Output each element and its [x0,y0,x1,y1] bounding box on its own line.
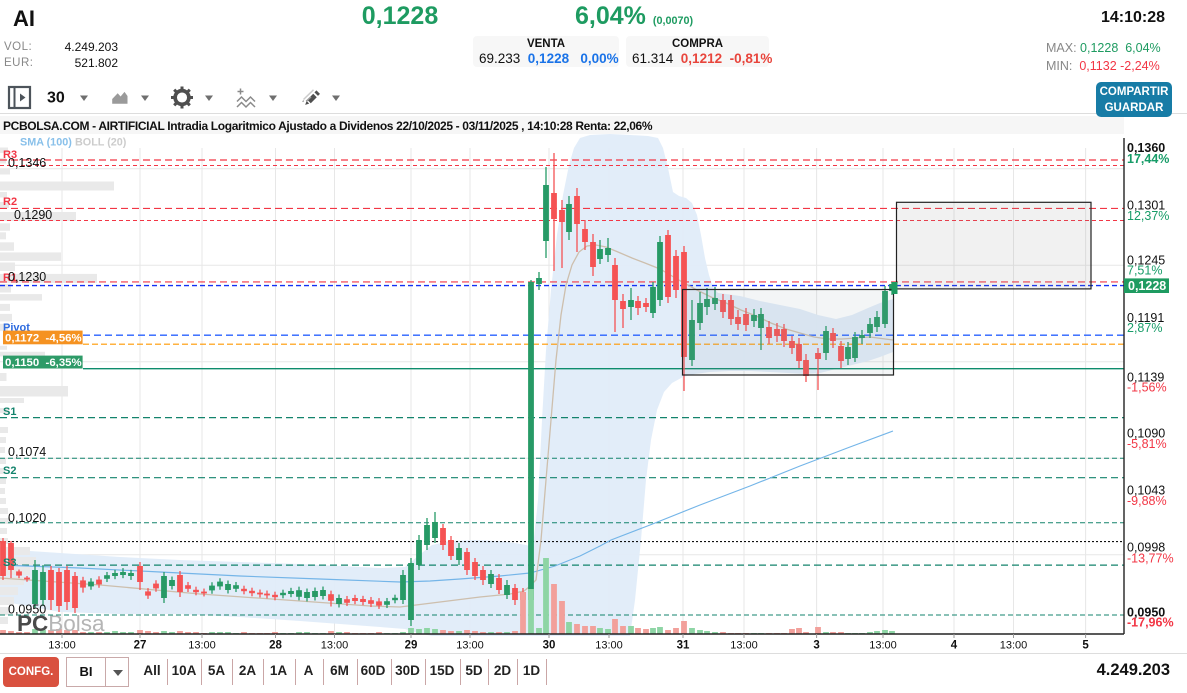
svg-text:-13,77%: -13,77% [1127,551,1174,565]
svg-text:SMA (100): SMA (100) [20,137,72,149]
svg-text:R1: R1 [3,272,17,284]
svg-text:-5,81%: -5,81% [1127,437,1167,451]
svg-text:0,0950: 0,0950 [8,603,46,617]
svg-text:30: 30 [47,90,65,107]
svg-text:13:00: 13:00 [321,640,349,652]
svg-text:0,1230: 0,1230 [8,270,46,284]
svg-text:0,1301: 0,1301 [1127,198,1165,212]
svg-text:13:00: 13:00 [869,640,897,652]
svg-text:2,87%: 2,87% [1127,321,1162,335]
svg-text:0,1172 -4,56%: 0,1172 -4,56% [5,332,82,344]
svg-text:31: 31 [677,640,690,652]
svg-text:0,1245: 0,1245 [1127,254,1165,268]
svg-text:0,1228: 0,1228 [1128,279,1166,293]
svg-text:0,1139: 0,1139 [1127,370,1164,384]
svg-text:-17,96%: -17,96% [1127,616,1174,630]
svg-text:PCBolsa: PCBolsa [17,611,105,636]
svg-text:28: 28 [269,640,282,652]
svg-text:3: 3 [813,640,819,652]
svg-text:17,44%: 17,44% [1127,152,1169,166]
svg-text:S1: S1 [3,406,16,418]
svg-text:0,1020: 0,1020 [8,511,46,525]
svg-text:0,0998: 0,0998 [1127,540,1165,554]
svg-text:13:00: 13:00 [456,640,484,652]
svg-text:30: 30 [543,640,556,652]
svg-text:R3: R3 [3,149,17,161]
svg-text:13:00: 13:00 [595,640,623,652]
svg-text:13:00: 13:00 [1000,640,1028,652]
svg-text:0,1150 -6,35%: 0,1150 -6,35% [5,357,82,369]
svg-text:0,1074: 0,1074 [8,445,46,459]
svg-text:0,1360: 0,1360 [1127,141,1165,155]
svg-text:27: 27 [134,640,147,652]
svg-text:BOLL (20): BOLL (20) [75,137,127,149]
svg-text:R2: R2 [3,196,17,208]
svg-text:0,1346: 0,1346 [8,156,46,170]
svg-text:-1,56%: -1,56% [1127,380,1167,394]
svg-text:0,1090: 0,1090 [1127,427,1165,441]
svg-text:5: 5 [1082,640,1089,652]
svg-text:S3: S3 [3,557,16,569]
svg-text:13:00: 13:00 [730,640,758,652]
svg-text:7,51%: 7,51% [1127,264,1162,278]
svg-text:29: 29 [405,640,418,652]
svg-text:13:00: 13:00 [48,640,76,652]
svg-text:0,0950: 0,0950 [1127,605,1165,619]
svg-text:0,1191: 0,1191 [1127,311,1164,325]
svg-text:0,1290: 0,1290 [14,208,52,222]
svg-text:12,37%: 12,37% [1127,209,1169,223]
svg-text:13:00: 13:00 [188,640,216,652]
svg-text:4: 4 [951,640,958,652]
svg-text:-9,88%: -9,88% [1127,494,1167,508]
svg-text:0,1043: 0,1043 [1127,484,1165,498]
svg-text:S2: S2 [3,465,16,477]
